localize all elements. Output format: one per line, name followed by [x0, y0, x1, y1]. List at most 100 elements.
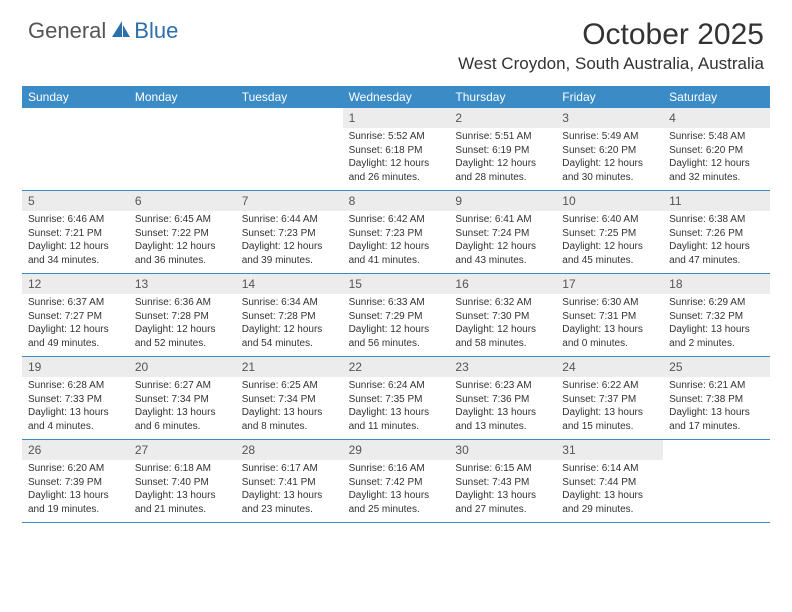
weekday-label: Tuesday — [236, 86, 343, 108]
day-data: Sunrise: 6:27 AMSunset: 7:34 PMDaylight:… — [129, 377, 236, 439]
day-number: 2 — [449, 108, 556, 128]
day-number: 7 — [236, 191, 343, 211]
day-data: Sunrise: 6:46 AMSunset: 7:21 PMDaylight:… — [22, 211, 129, 273]
day-number — [236, 108, 343, 128]
day-data: Sunrise: 6:18 AMSunset: 7:40 PMDaylight:… — [129, 460, 236, 522]
calendar-cell: 16Sunrise: 6:32 AMSunset: 7:30 PMDayligh… — [449, 274, 556, 356]
day-number — [22, 108, 129, 128]
day-number — [129, 108, 236, 128]
day-number: 12 — [22, 274, 129, 294]
day-number: 23 — [449, 357, 556, 377]
day-number: 19 — [22, 357, 129, 377]
calendar-cell: 19Sunrise: 6:28 AMSunset: 7:33 PMDayligh… — [22, 357, 129, 439]
day-number: 15 — [343, 274, 450, 294]
day-data: Sunrise: 6:15 AMSunset: 7:43 PMDaylight:… — [449, 460, 556, 522]
day-number: 18 — [663, 274, 770, 294]
calendar-cell: 26Sunrise: 6:20 AMSunset: 7:39 PMDayligh… — [22, 440, 129, 522]
day-number: 16 — [449, 274, 556, 294]
calendar-cell: 2Sunrise: 5:51 AMSunset: 6:19 PMDaylight… — [449, 108, 556, 190]
calendar-cell: 15Sunrise: 6:33 AMSunset: 7:29 PMDayligh… — [343, 274, 450, 356]
day-data: Sunrise: 5:51 AMSunset: 6:19 PMDaylight:… — [449, 128, 556, 190]
day-number: 1 — [343, 108, 450, 128]
calendar-cell: 12Sunrise: 6:37 AMSunset: 7:27 PMDayligh… — [22, 274, 129, 356]
calendar-cell: 20Sunrise: 6:27 AMSunset: 7:34 PMDayligh… — [129, 357, 236, 439]
day-data: Sunrise: 6:36 AMSunset: 7:28 PMDaylight:… — [129, 294, 236, 356]
day-data: Sunrise: 6:32 AMSunset: 7:30 PMDaylight:… — [449, 294, 556, 356]
weekday-label: Wednesday — [343, 86, 450, 108]
day-data: Sunrise: 6:30 AMSunset: 7:31 PMDaylight:… — [556, 294, 663, 356]
day-number: 21 — [236, 357, 343, 377]
weekday-header: SundayMondayTuesdayWednesdayThursdayFrid… — [22, 86, 770, 108]
weekday-label: Friday — [556, 86, 663, 108]
calendar-cell: 7Sunrise: 6:44 AMSunset: 7:23 PMDaylight… — [236, 191, 343, 273]
day-data: Sunrise: 6:22 AMSunset: 7:37 PMDaylight:… — [556, 377, 663, 439]
day-data: Sunrise: 5:49 AMSunset: 6:20 PMDaylight:… — [556, 128, 663, 190]
logo-sail-icon — [110, 19, 132, 44]
day-number: 10 — [556, 191, 663, 211]
day-number: 30 — [449, 440, 556, 460]
day-data: Sunrise: 6:40 AMSunset: 7:25 PMDaylight:… — [556, 211, 663, 273]
calendar-cell: 22Sunrise: 6:24 AMSunset: 7:35 PMDayligh… — [343, 357, 450, 439]
day-number: 25 — [663, 357, 770, 377]
day-number: 8 — [343, 191, 450, 211]
day-data: Sunrise: 6:34 AMSunset: 7:28 PMDaylight:… — [236, 294, 343, 356]
calendar-week: 1Sunrise: 5:52 AMSunset: 6:18 PMDaylight… — [22, 108, 770, 191]
day-data: Sunrise: 6:14 AMSunset: 7:44 PMDaylight:… — [556, 460, 663, 522]
day-data: Sunrise: 6:33 AMSunset: 7:29 PMDaylight:… — [343, 294, 450, 356]
day-data: Sunrise: 6:44 AMSunset: 7:23 PMDaylight:… — [236, 211, 343, 273]
calendar-cell: 23Sunrise: 6:23 AMSunset: 7:36 PMDayligh… — [449, 357, 556, 439]
weekday-label: Sunday — [22, 86, 129, 108]
day-number: 20 — [129, 357, 236, 377]
calendar-cell: 18Sunrise: 6:29 AMSunset: 7:32 PMDayligh… — [663, 274, 770, 356]
day-number: 28 — [236, 440, 343, 460]
page-header: General Blue October 2025 West Croydon, … — [0, 0, 792, 78]
calendar-cell: 4Sunrise: 5:48 AMSunset: 6:20 PMDaylight… — [663, 108, 770, 190]
day-data: Sunrise: 6:37 AMSunset: 7:27 PMDaylight:… — [22, 294, 129, 356]
day-data: Sunrise: 6:16 AMSunset: 7:42 PMDaylight:… — [343, 460, 450, 522]
calendar-cell — [236, 108, 343, 190]
day-data: Sunrise: 5:52 AMSunset: 6:18 PMDaylight:… — [343, 128, 450, 190]
calendar-week: 19Sunrise: 6:28 AMSunset: 7:33 PMDayligh… — [22, 357, 770, 440]
calendar-week: 12Sunrise: 6:37 AMSunset: 7:27 PMDayligh… — [22, 274, 770, 357]
calendar: SundayMondayTuesdayWednesdayThursdayFrid… — [22, 86, 770, 523]
day-number: 26 — [22, 440, 129, 460]
day-data: Sunrise: 6:20 AMSunset: 7:39 PMDaylight:… — [22, 460, 129, 522]
month-title: October 2025 — [458, 18, 764, 52]
calendar-cell: 21Sunrise: 6:25 AMSunset: 7:34 PMDayligh… — [236, 357, 343, 439]
calendar-cell: 30Sunrise: 6:15 AMSunset: 7:43 PMDayligh… — [449, 440, 556, 522]
calendar-cell: 28Sunrise: 6:17 AMSunset: 7:41 PMDayligh… — [236, 440, 343, 522]
calendar-cell: 29Sunrise: 6:16 AMSunset: 7:42 PMDayligh… — [343, 440, 450, 522]
day-number: 31 — [556, 440, 663, 460]
day-number: 14 — [236, 274, 343, 294]
logo: General Blue — [28, 18, 178, 44]
day-number: 17 — [556, 274, 663, 294]
day-number — [663, 440, 770, 460]
calendar-cell: 27Sunrise: 6:18 AMSunset: 7:40 PMDayligh… — [129, 440, 236, 522]
location: West Croydon, South Australia, Australia — [458, 54, 764, 74]
day-data: Sunrise: 6:17 AMSunset: 7:41 PMDaylight:… — [236, 460, 343, 522]
day-number: 6 — [129, 191, 236, 211]
day-data: Sunrise: 6:23 AMSunset: 7:36 PMDaylight:… — [449, 377, 556, 439]
calendar-cell: 13Sunrise: 6:36 AMSunset: 7:28 PMDayligh… — [129, 274, 236, 356]
calendar-cell: 24Sunrise: 6:22 AMSunset: 7:37 PMDayligh… — [556, 357, 663, 439]
day-number: 9 — [449, 191, 556, 211]
calendar-cell — [663, 440, 770, 522]
calendar-cell: 9Sunrise: 6:41 AMSunset: 7:24 PMDaylight… — [449, 191, 556, 273]
day-data: Sunrise: 6:45 AMSunset: 7:22 PMDaylight:… — [129, 211, 236, 273]
calendar-cell: 1Sunrise: 5:52 AMSunset: 6:18 PMDaylight… — [343, 108, 450, 190]
day-data: Sunrise: 6:28 AMSunset: 7:33 PMDaylight:… — [22, 377, 129, 439]
calendar-cell: 25Sunrise: 6:21 AMSunset: 7:38 PMDayligh… — [663, 357, 770, 439]
day-data: Sunrise: 5:48 AMSunset: 6:20 PMDaylight:… — [663, 128, 770, 190]
day-data: Sunrise: 6:41 AMSunset: 7:24 PMDaylight:… — [449, 211, 556, 273]
logo-text-general: General — [28, 18, 106, 44]
weekday-label: Monday — [129, 86, 236, 108]
calendar-cell: 8Sunrise: 6:42 AMSunset: 7:23 PMDaylight… — [343, 191, 450, 273]
day-data: Sunrise: 6:21 AMSunset: 7:38 PMDaylight:… — [663, 377, 770, 439]
day-number: 27 — [129, 440, 236, 460]
day-data: Sunrise: 6:42 AMSunset: 7:23 PMDaylight:… — [343, 211, 450, 273]
weekday-label: Saturday — [663, 86, 770, 108]
calendar-cell: 10Sunrise: 6:40 AMSunset: 7:25 PMDayligh… — [556, 191, 663, 273]
calendar-cell: 11Sunrise: 6:38 AMSunset: 7:26 PMDayligh… — [663, 191, 770, 273]
day-number: 4 — [663, 108, 770, 128]
calendar-cell: 5Sunrise: 6:46 AMSunset: 7:21 PMDaylight… — [22, 191, 129, 273]
